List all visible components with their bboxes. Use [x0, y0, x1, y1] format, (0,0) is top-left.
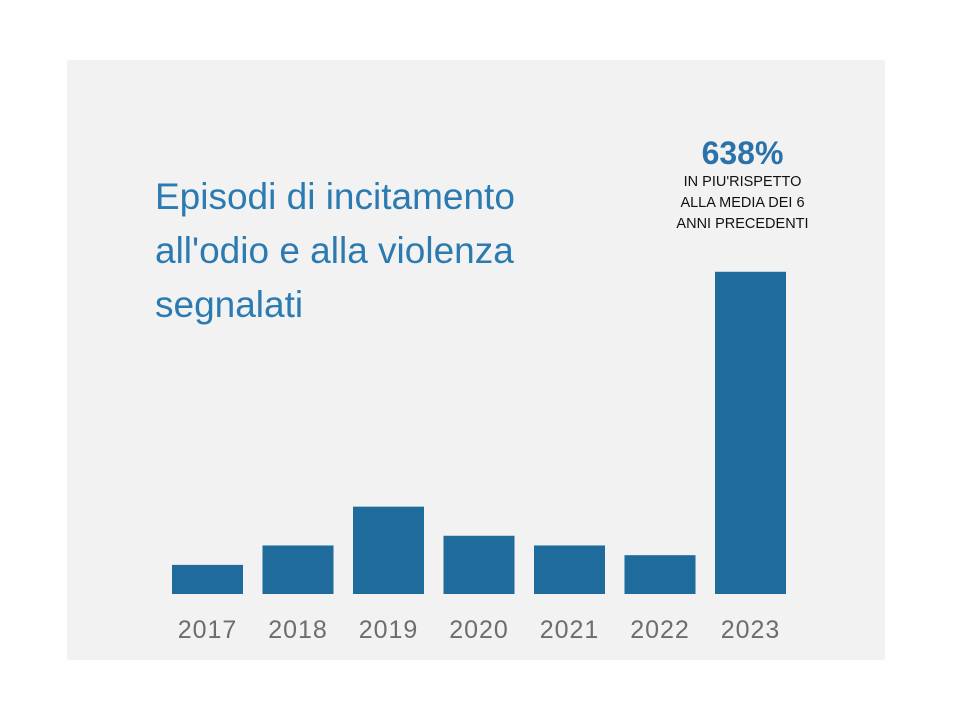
chart-title-line-1: Episodi di incitamento	[155, 176, 515, 217]
x-tick-2020: 2020	[449, 616, 509, 644]
x-tick-2023: 2023	[721, 616, 781, 644]
x-tick-2021: 2021	[540, 616, 600, 644]
annotation-callout: 638% IN PIU'RISPETTO ALLA MEDIA DEI 6 AN…	[655, 134, 830, 235]
bar-2018	[262, 545, 334, 594]
x-tick-2017: 2017	[178, 616, 238, 644]
chart-title-line-2: all'odio e alla violenza	[155, 230, 514, 271]
bars-group	[172, 271, 786, 594]
bar-2022	[624, 555, 696, 594]
bar-2017	[172, 564, 243, 594]
x-tick-2022: 2022	[630, 616, 690, 644]
x-tick-2019: 2019	[359, 616, 419, 644]
chart-title-line-3: segnalati	[155, 284, 304, 325]
annotation-value: 638%	[701, 135, 784, 171]
x-tick-2018: 2018	[268, 616, 328, 644]
annotation-line-3: ANNI PRECEDENTI	[676, 216, 809, 232]
annotation-line-1: IN PIU'RISPETTO	[683, 174, 802, 190]
x-tick-labels: 2017 2018 2019 2020 2021 2022 2023	[178, 616, 781, 644]
bar-2021	[534, 545, 605, 594]
bar-2023	[715, 271, 786, 594]
annotation-text: IN PIU'RISPETTO ALLA MEDIA DEI 6 ANNI PR…	[655, 172, 830, 235]
bar-2019	[353, 506, 424, 594]
chart-title: Episodi di incitamento all'odio e alla v…	[155, 170, 575, 332]
bar-2020	[443, 535, 515, 594]
annotation-line-2: ALLA MEDIA DEI 6	[680, 195, 805, 211]
